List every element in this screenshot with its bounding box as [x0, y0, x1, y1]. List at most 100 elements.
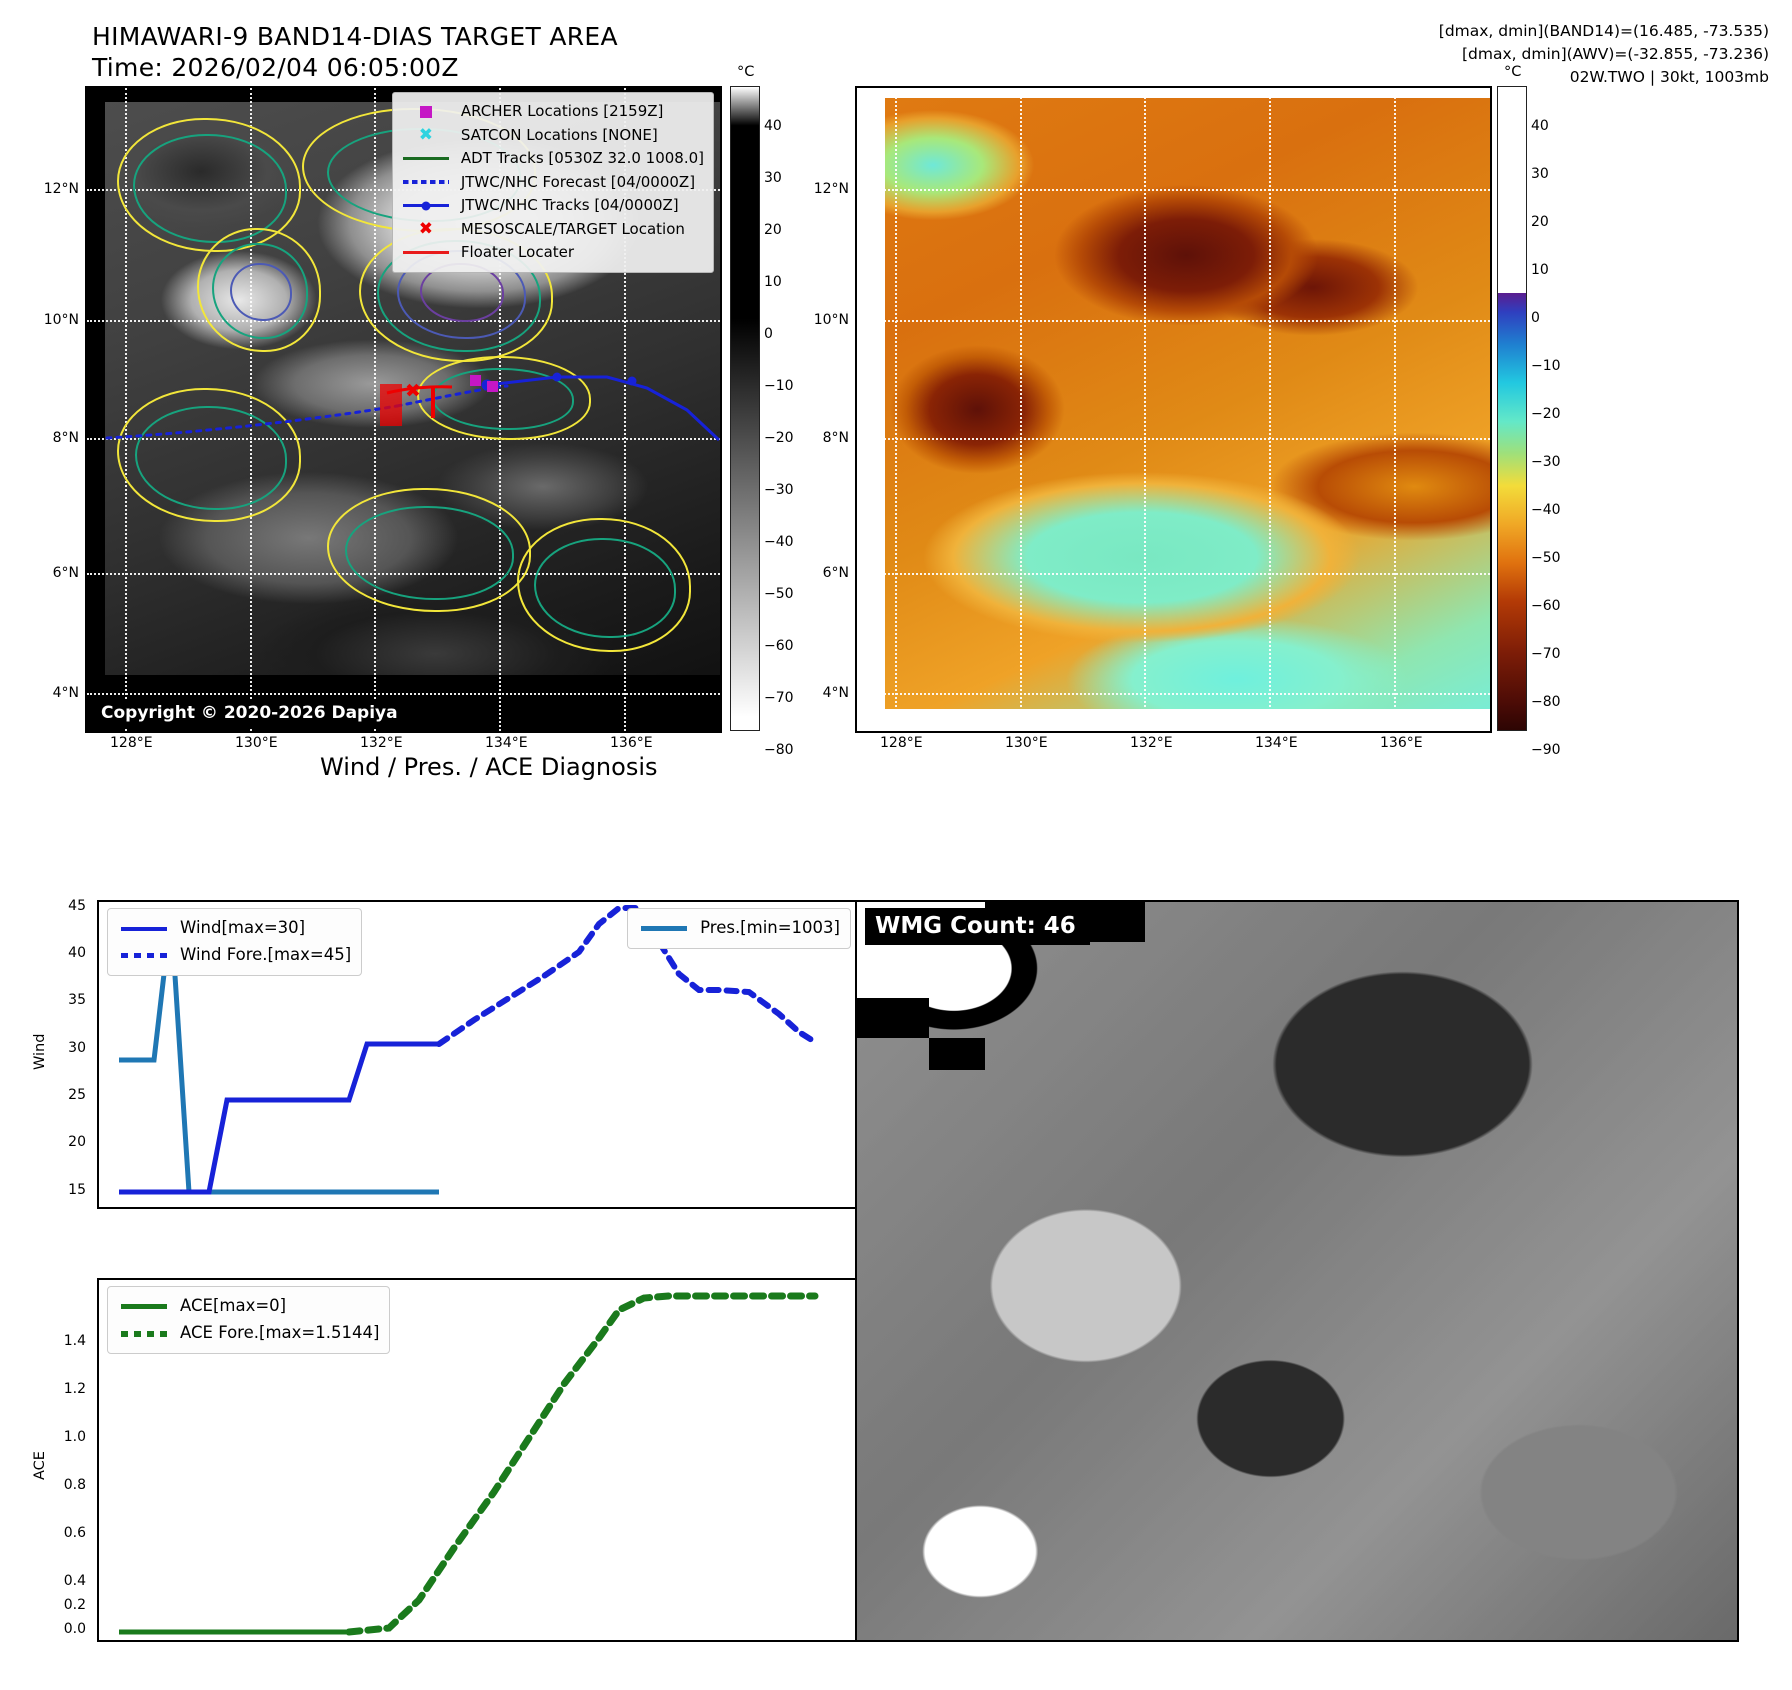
awv-cbtick: 40 [1531, 118, 1549, 134]
x-marker-icon: ✖ [418, 218, 433, 239]
legend-label: Pres.[min=1003] [700, 918, 840, 938]
awv-gridline-6n [857, 573, 1490, 575]
pressure-chart-legend[interactable]: Pres.[min=1003] [627, 908, 851, 949]
ir-cbtick: 10 [764, 274, 782, 290]
legend-row-ace-forecast: ACE Fore.[max=1.5144] [118, 1320, 379, 1347]
wmg-image-canvas [857, 902, 1737, 1640]
ace-axis-label: ACE [32, 1451, 48, 1480]
awv-ytick-6n: 6°N [822, 565, 849, 581]
awv-cbtick: −50 [1531, 550, 1561, 566]
ir-cbtick: 40 [764, 118, 782, 134]
awv-ytick-12n: 12°N [813, 181, 849, 197]
ir-xtick-130e: 130°E [235, 735, 278, 751]
wmg-count-badge: WMG Count: 46 [865, 908, 1090, 945]
awv-satellite-image[interactable] [855, 86, 1492, 733]
ir-ytick-4n: 4°N [52, 685, 79, 701]
ace-ytick: 0.2 [63, 1597, 86, 1613]
ir-cbtick: −60 [764, 638, 794, 654]
dmax-awv-label: [dmax, dmin](AWV)=(-32.855, -73.236) [1462, 44, 1769, 63]
ir-map-legend[interactable]: ARCHER Locations [2159Z] ✖ SATCON Locati… [391, 92, 714, 273]
dmax-band14-label: [dmax, dmin](BAND14)=(16.485, -73.535) [1438, 22, 1769, 40]
jtwc-track-point [627, 376, 637, 386]
awv-margin-left [857, 88, 885, 731]
awv-gridline-134e [1269, 88, 1271, 731]
solid-line-icon [400, 251, 452, 255]
ir-satellite-image[interactable]: ✖ Copyright © 2020-2026 Dapiya ARCHER Lo… [85, 86, 722, 733]
wmg-panel[interactable]: WMG Count: 46 [855, 900, 1739, 1642]
ace-ytick: 1.0 [63, 1429, 86, 1445]
storm-summary-label: 02W.TWO | 30kt, 1003mb [1569, 67, 1769, 86]
wind-ytick: 25 [68, 1087, 86, 1103]
awv-cbtick: −40 [1531, 502, 1561, 518]
legend-label: Floater Locater [460, 243, 575, 262]
ir-contour [212, 243, 308, 339]
ir-contour [135, 406, 287, 510]
ir-colorbar[interactable] [730, 86, 760, 731]
ir-contour [517, 518, 691, 652]
ace-chart-legend[interactable]: ACE[max=0] ACE Fore.[max=1.5144] [107, 1286, 391, 1354]
ir-xtick-134e: 134°E [485, 735, 528, 751]
ir-xtick-136e: 136°E [610, 735, 653, 751]
awv-ytick-8n: 8°N [822, 430, 849, 446]
diagnosis-title: Wind / Pres. / ACE Diagnosis [320, 753, 658, 781]
ir-cbtick: 20 [764, 222, 782, 238]
ir-letterbox-left [87, 88, 105, 731]
awv-cbtick: −60 [1531, 598, 1561, 614]
archer-location-marker [487, 381, 498, 392]
legend-row-jtwc-tracks: JTWC/NHC Tracks [04/0000Z] [400, 194, 704, 218]
wind-chart-legend[interactable]: Wind[max=30] Wind Fore.[max=45] [107, 908, 363, 976]
wind-ytick: 45 [68, 898, 86, 914]
ir-track-overlay [105, 372, 720, 442]
awv-gridline-4n [857, 693, 1490, 695]
awv-ytick-4n: 4°N [822, 685, 849, 701]
awv-cbtick: 0 [1531, 310, 1540, 326]
legend-label: JTWC/NHC Tracks [04/0000Z] [460, 196, 679, 215]
pressure-series [119, 913, 439, 1195]
archer-location-marker [470, 375, 481, 386]
awv-cbtick: 30 [1531, 166, 1549, 182]
wmg-black-block [857, 998, 929, 1038]
mesoscale-target-marker: ✖ [405, 380, 421, 402]
awv-gridline-132e [1144, 88, 1146, 731]
ir-contour [197, 228, 321, 352]
awv-cbtick: −10 [1531, 358, 1561, 374]
legend-label: JTWC/NHC Forecast [04/0000Z] [460, 172, 696, 191]
ir-ytick-6n: 6°N [52, 565, 79, 581]
ir-gridline-8n [87, 438, 720, 440]
ir-cbtick: 0 [764, 326, 773, 342]
ace-chart[interactable]: ACE[max=0] ACE Fore.[max=1.5144] [97, 1278, 861, 1642]
ir-colorbar-title: °C [737, 64, 755, 80]
wind-series [119, 1041, 439, 1195]
ace-ytick: 0.0 [63, 1621, 86, 1637]
legend-row-wind-forecast: Wind Fore.[max=45] [118, 942, 351, 969]
jtwc-forecast-track [105, 404, 399, 440]
wind-pressure-chart[interactable]: Wind[max=30] Wind Fore.[max=45] Pres.[mi… [97, 900, 861, 1209]
legend-row-floater: Floater Locater [400, 241, 704, 265]
ace-ytick: 0.6 [63, 1525, 86, 1541]
awv-xtick-130e: 130°E [1005, 735, 1048, 751]
awv-cbtick: −80 [1531, 694, 1561, 710]
ir-xtick-132e: 132°E [360, 735, 403, 751]
legend-label: Wind Fore.[max=45] [180, 945, 352, 965]
ir-gridline-128e [125, 88, 127, 731]
ir-cbtick: −40 [764, 534, 794, 550]
awv-cbtick: −30 [1531, 454, 1561, 470]
solid-line-icon [118, 1304, 170, 1309]
x-marker-icon: ✖ [418, 124, 433, 145]
square-marker-icon [400, 105, 452, 118]
legend-row-archer: ARCHER Locations [2159Z] [400, 100, 704, 124]
awv-margin-top [857, 88, 1490, 98]
ir-ytick-12n: 12°N [43, 181, 79, 197]
ir-xtick-128e: 128°E [110, 735, 153, 751]
ace-ytick: 0.4 [63, 1573, 86, 1589]
wind-ytick: 40 [68, 945, 86, 961]
dotted-line-icon [400, 180, 452, 185]
ace-plot [119, 1292, 819, 1636]
awv-cbtick: 10 [1531, 262, 1549, 278]
ir-contour [534, 538, 676, 638]
dotted-line-icon [118, 953, 170, 958]
awv-colorbar[interactable] [1497, 86, 1527, 731]
awv-gridline-130e [1020, 88, 1022, 731]
awv-gridline-8n [857, 438, 1490, 440]
page-title: HIMAWARI-9 BAND14-DIAS TARGET AREA [92, 22, 618, 51]
